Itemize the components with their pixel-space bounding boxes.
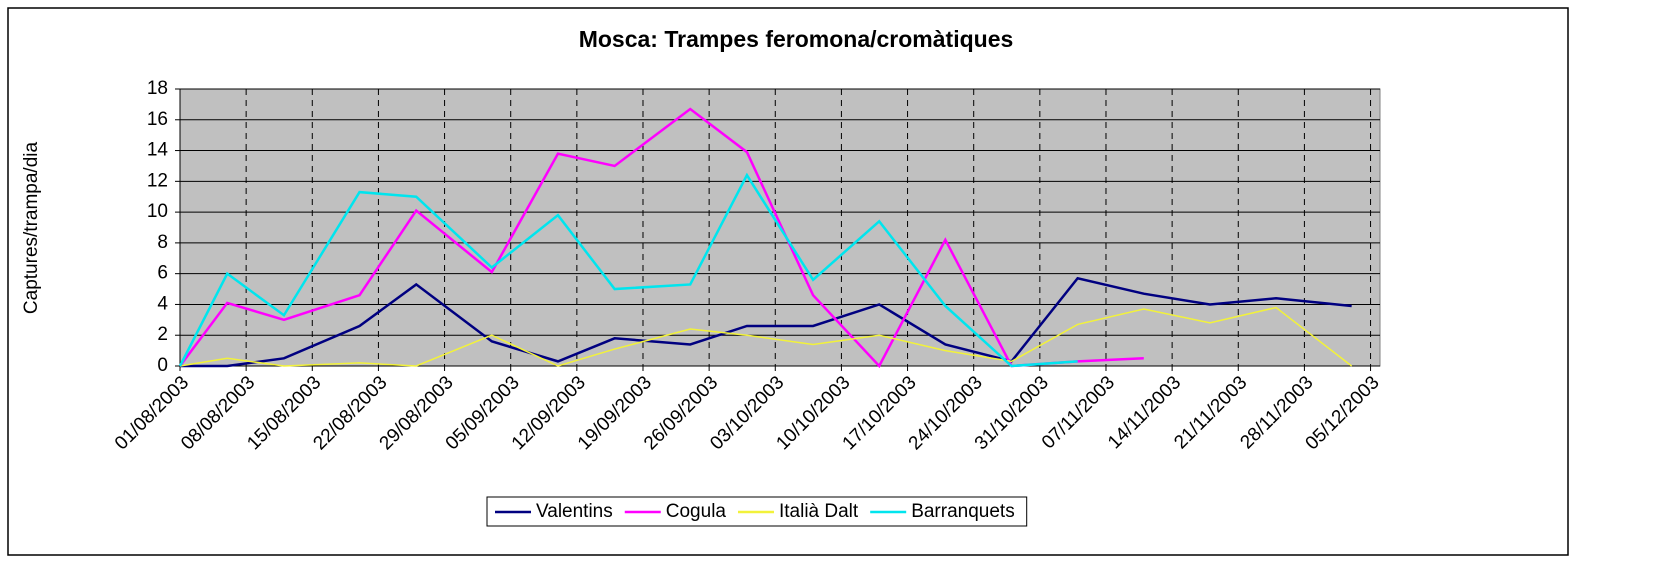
chart-title: Mosca: Trampes feromona/cromàtiques	[579, 26, 1014, 52]
y-tick-label: 14	[147, 140, 169, 161]
y-tick-label: 8	[157, 232, 168, 253]
legend-label: Barranquets	[911, 501, 1015, 522]
y-axis-label: Captures/trampa/dia	[21, 142, 42, 315]
legend: Valentins Cogula Italià Dalt Barranquets	[486, 496, 1028, 527]
y-tick-label: 0	[157, 355, 168, 376]
series-line	[178, 107, 1144, 369]
legend-label: Italià Dalt	[779, 501, 859, 522]
y-tick-label: 16	[147, 109, 168, 130]
y-tick-label: 12	[147, 170, 168, 191]
series-line	[179, 306, 1353, 367]
y-tick-label: 18	[147, 78, 168, 99]
y-tick-label: 4	[157, 293, 168, 314]
series-line	[178, 172, 1078, 368]
y-tick-label: 2	[157, 324, 168, 345]
legend-label: Valentins	[536, 501, 613, 522]
y-tick-label: 10	[147, 201, 168, 222]
legend-label: Cogula	[666, 501, 727, 522]
y-tick-label: 6	[157, 263, 168, 284]
series-line	[180, 276, 1352, 368]
